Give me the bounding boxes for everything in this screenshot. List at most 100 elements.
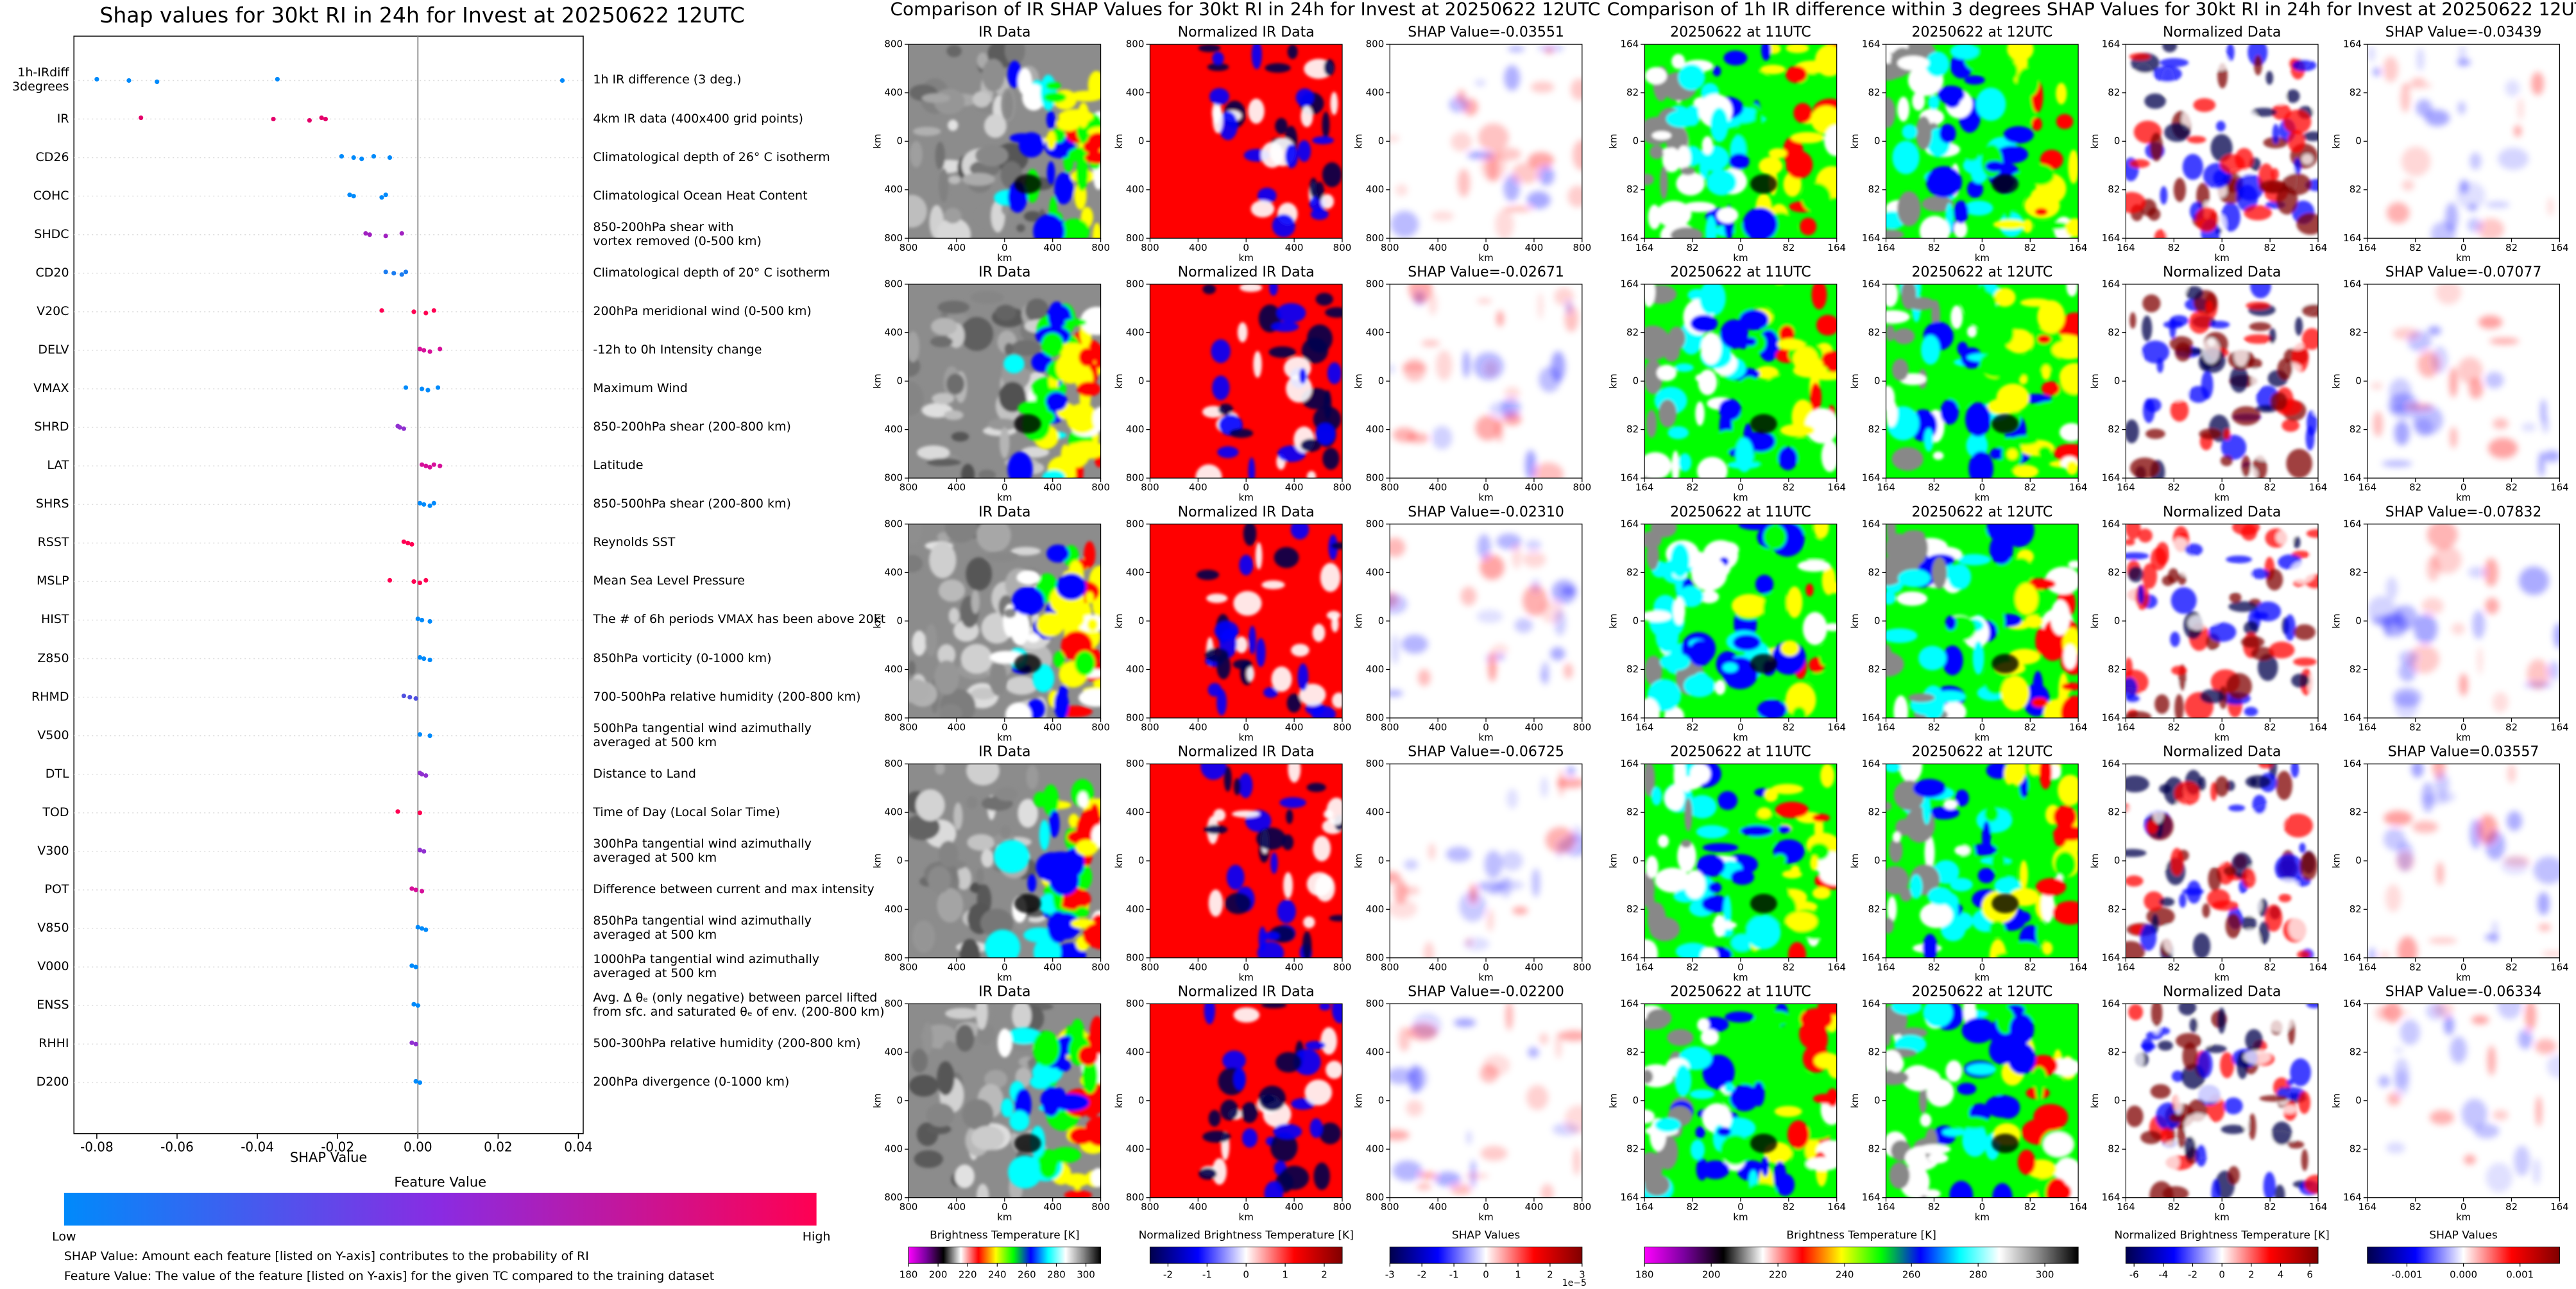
shap-point xyxy=(417,346,423,352)
image-blob xyxy=(1678,64,1705,90)
x-axis-label: km xyxy=(1239,971,1254,983)
image-blob xyxy=(1773,1161,1787,1191)
y-tick-label: 400 xyxy=(1366,1046,1385,1058)
image-panel xyxy=(1390,284,1582,479)
image-blob xyxy=(1504,65,1521,91)
colorbar-tick-label: 2 xyxy=(1321,1269,1327,1281)
image-blob xyxy=(1763,524,1787,550)
image-blob xyxy=(2022,219,2033,234)
y-axis-label: km xyxy=(1353,373,1365,388)
image-blob xyxy=(1739,309,1769,330)
image-blob xyxy=(1200,764,1227,780)
image-blob xyxy=(1390,690,1403,697)
x-tick-label: 400 xyxy=(1043,242,1062,253)
colorbar-tick-label: 0 xyxy=(1243,1269,1249,1281)
image-blob xyxy=(1213,808,1226,822)
image-texture xyxy=(2126,524,2318,718)
image-texture xyxy=(1886,764,2079,958)
image-panel xyxy=(1390,44,1582,239)
image-blob xyxy=(1937,85,1965,104)
image-blob xyxy=(1747,1182,1777,1198)
y-tick-label: 800 xyxy=(1366,952,1385,963)
image-blob xyxy=(2412,821,2439,833)
image-blob xyxy=(977,1183,989,1198)
x-tick-label: 400 xyxy=(1189,721,1207,733)
image-blob xyxy=(1811,105,1837,135)
image-panel xyxy=(2126,284,2318,479)
feature-name: 1h-IRdiff 3degrees xyxy=(12,65,69,94)
image-blob xyxy=(1079,688,1101,707)
x-tick-label: 800 xyxy=(900,961,918,973)
image-blob xyxy=(1093,679,1101,689)
image-blob xyxy=(1675,1064,1692,1097)
image-blob xyxy=(2187,135,2206,144)
image-blob xyxy=(2294,158,2301,175)
image-blob xyxy=(1331,692,1342,708)
image-blob xyxy=(2129,53,2151,60)
y-axis-label: km xyxy=(1353,613,1365,628)
x-tick-label: 800 xyxy=(900,482,918,493)
image-blob xyxy=(2174,342,2192,362)
y-tick-label: 400 xyxy=(884,87,903,98)
image-blob xyxy=(1886,310,1910,324)
image-blob xyxy=(2241,916,2257,932)
image-blob xyxy=(1253,350,1262,378)
image-blob xyxy=(1322,162,1342,187)
image-blob xyxy=(2126,711,2152,718)
image-blob xyxy=(2269,328,2276,344)
x-tick-label: 800 xyxy=(900,1201,918,1213)
image-core xyxy=(1014,174,1041,194)
image-blob xyxy=(2126,1046,2144,1073)
image-blob xyxy=(1922,793,1931,825)
image-blob xyxy=(1033,937,1061,958)
image-panel xyxy=(1390,764,1582,958)
image-blob xyxy=(1202,1131,1231,1143)
y-tick-label: 400 xyxy=(1366,327,1385,338)
panel-title: Normalized IR Data xyxy=(1178,504,1315,520)
image-blob xyxy=(2231,406,2261,426)
image-blob xyxy=(2205,1045,2227,1054)
feature-name: IR xyxy=(56,111,69,126)
image-blob xyxy=(1670,227,1703,239)
y-tick-label: 0 xyxy=(1633,135,1639,147)
image-blob xyxy=(2449,367,2458,398)
x-tick-label: 800 xyxy=(1333,242,1352,253)
shap-point xyxy=(391,271,397,276)
y-tick-label: 82 xyxy=(1868,1046,1880,1058)
image-blob xyxy=(2421,597,2444,615)
image-blob xyxy=(2009,1014,2034,1045)
image-blob xyxy=(1928,94,1940,110)
shap-point xyxy=(407,695,413,700)
x-tick-label: 164 xyxy=(2117,961,2135,973)
image-blob xyxy=(1064,1173,1090,1187)
shap-point xyxy=(413,696,418,701)
image-blob xyxy=(2267,339,2276,361)
x-tick-label: 164 xyxy=(2550,242,2569,253)
image-blob xyxy=(1814,1052,1837,1070)
image-blob xyxy=(2037,300,2065,334)
image-blob xyxy=(1886,1070,1909,1086)
image-blob xyxy=(1043,92,1067,103)
image-blob xyxy=(1233,591,1262,616)
image-blob xyxy=(1554,609,1566,636)
image-blob xyxy=(1226,864,1245,890)
x-tick-label: 800 xyxy=(900,721,918,733)
image-blob xyxy=(1063,443,1089,468)
y-tick-label: 800 xyxy=(1126,952,1145,963)
y-tick-label: 82 xyxy=(2108,567,2120,578)
feature-description: Reynolds SST xyxy=(593,535,676,550)
image-blob xyxy=(960,316,994,351)
image-blob xyxy=(1564,1105,1582,1134)
image-blob xyxy=(1991,852,2006,873)
colorbar-tick-label: -1 xyxy=(1202,1269,1212,1281)
x-tick-label: 164 xyxy=(2358,1201,2376,1213)
image-blob xyxy=(2299,851,2318,881)
image-blob xyxy=(2068,560,2079,568)
x-tick-label: 400 xyxy=(1043,1201,1062,1213)
image-blob xyxy=(1271,321,1299,332)
x-tick-label: 82 xyxy=(2168,482,2180,493)
image-texture xyxy=(2367,524,2560,718)
image-blob xyxy=(1539,1032,1549,1045)
image-blob xyxy=(1699,590,1719,604)
image-blob xyxy=(948,608,960,624)
